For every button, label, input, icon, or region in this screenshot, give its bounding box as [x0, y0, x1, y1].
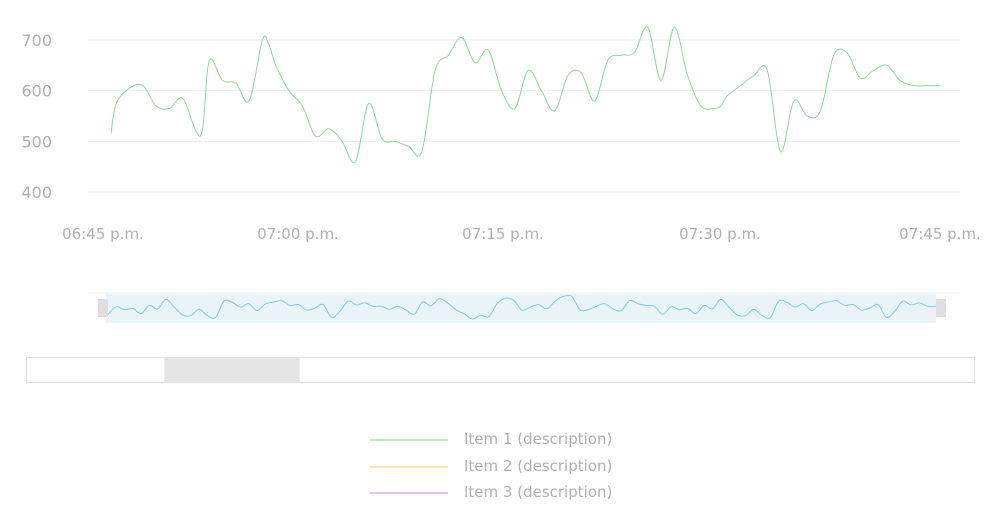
x-axis: 06:45 p.m. 07:00 p.m. 07:15 p.m. 07:30 p.m.…: [62, 225, 981, 243]
navigator-window[interactable]: [106, 294, 936, 323]
y-tick-label: 600: [21, 82, 52, 101]
legend-label: Item 1 (description): [464, 430, 612, 448]
legend-label: Item 2 (description): [464, 457, 612, 475]
y-tick-label: 400: [21, 183, 52, 202]
x-tick-label: 07:15 p.m.: [462, 225, 544, 243]
navigator[interactable]: [88, 292, 960, 323]
series-layer: [110, 26, 940, 164]
navigator-handle-left[interactable]: [98, 299, 108, 317]
x-tick-label: 07:00 p.m.: [257, 225, 339, 243]
navigator-series-line: [107, 294, 937, 320]
x-tick-label: 06:45 p.m.: [62, 225, 144, 243]
legend: Item 1 (description) Item 2 (description)…: [370, 430, 612, 501]
y-axis: 400 500 600 700: [21, 31, 52, 202]
x-tick-label: 07:45 p.m.: [899, 225, 981, 243]
x-tick-label: 07:30 p.m.: [679, 225, 761, 243]
scrollbar-thumb[interactable]: [164, 358, 300, 382]
legend-item-3[interactable]: Item 3 (description): [370, 483, 612, 501]
y-tick-label: 500: [21, 132, 52, 151]
legend-item-2[interactable]: Item 2 (description): [370, 457, 612, 475]
legend-label: Item 3 (description): [464, 483, 612, 501]
legend-item-1[interactable]: Item 1 (description): [370, 430, 612, 448]
navigator-handle-right[interactable]: [936, 299, 946, 317]
series-line-item-1: [110, 26, 940, 164]
y-tick-label: 700: [21, 31, 52, 50]
grid-lines: [88, 39, 960, 193]
scrollbar[interactable]: [26, 357, 975, 383]
